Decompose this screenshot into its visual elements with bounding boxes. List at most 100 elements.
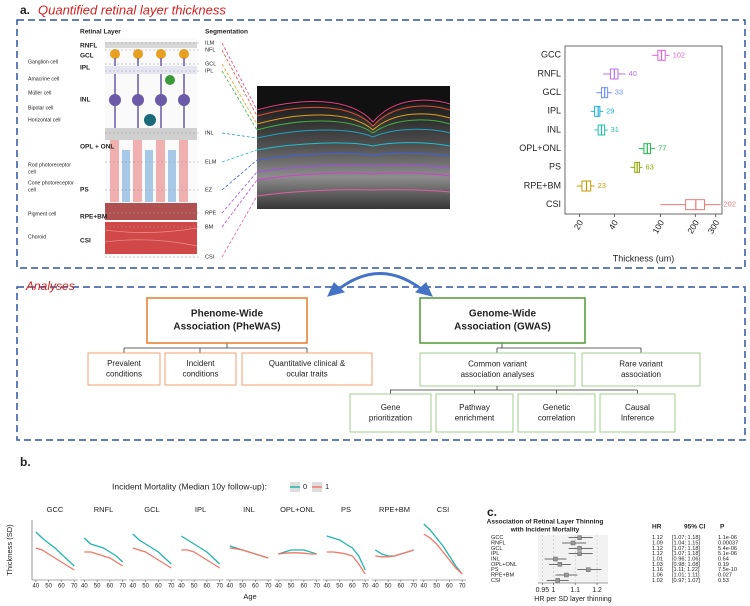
trend-line: [229, 547, 269, 559]
hr-label: 1.12: [652, 546, 663, 552]
x-tick-label: 60: [349, 584, 356, 590]
facet-title: CSI: [437, 505, 450, 514]
x-tick-label: 1.2: [592, 587, 602, 594]
category-label: GCC: [541, 50, 562, 60]
row-label: CSI: [491, 578, 501, 584]
trend-line: [180, 535, 221, 565]
panel-label: b.: [20, 455, 31, 469]
analysis-box: [164, 352, 237, 386]
box: [594, 105, 601, 117]
row-label: RPE+BM: [491, 572, 514, 578]
facet-title: INL: [243, 505, 255, 514]
analysis-text: conditions: [182, 369, 218, 378]
layer-label: INL: [80, 97, 91, 104]
x-tick-label: 40: [129, 584, 136, 590]
oct-scan: [256, 86, 451, 209]
x-tick-label: 200: [685, 218, 701, 236]
x-tick-label: 50: [142, 584, 149, 590]
trend-line: [181, 549, 221, 569]
panel-a-frame: [16, 19, 746, 269]
segmentation-connectors: [221, 42, 258, 258]
layer-label: IPL: [80, 65, 90, 72]
cell-label: Horizontal cell: [28, 117, 61, 123]
column-header: P: [720, 524, 725, 531]
trend-line: [374, 549, 414, 557]
category-label: INL: [547, 124, 561, 134]
analysis-text: Genetic: [543, 403, 571, 412]
hr-label: 1.06: [652, 572, 663, 578]
analysis-text: Phenome-Wide: [191, 309, 264, 320]
analysis-text: enrichment: [455, 413, 495, 422]
median-label: 63: [645, 162, 653, 171]
p-label: 5.1e-06: [718, 551, 737, 557]
x-tick-label: 50: [239, 584, 246, 590]
cell-label: Bipolar cell: [28, 105, 53, 111]
x-tick-label: 70: [459, 584, 466, 590]
row-label: IPL: [491, 551, 499, 557]
ci-label: [0.98; 1.08]: [672, 562, 700, 568]
x-tick-label: 1: [551, 587, 555, 594]
analyses-frame: [16, 286, 746, 441]
layer-header: Retinal Layer: [80, 29, 121, 36]
row-label: PS: [491, 567, 499, 573]
retina-illustration: [104, 38, 200, 258]
layer-label: PS: [80, 187, 89, 194]
analysis-text: conditions: [106, 369, 142, 378]
category-label: CSI: [546, 199, 561, 209]
x-tick-label: 60: [107, 584, 114, 590]
median-label: 31: [611, 125, 619, 134]
x-tick-label: 40: [607, 218, 621, 231]
segmentation-label: ELM: [205, 159, 217, 165]
column-header: HR: [652, 524, 662, 531]
analysis-box: [87, 352, 161, 386]
segmentation-label: RPE: [205, 210, 217, 216]
x-axis-label: HR per SD layer thinning: [534, 596, 612, 603]
x-tick-label: 40: [420, 584, 427, 590]
facet-title: OPL+ONL: [280, 505, 315, 514]
x-tick-label: 40: [275, 584, 282, 590]
hr-label: 1.01: [652, 556, 663, 562]
analysis-text: ocular traits: [286, 369, 327, 378]
category-label: IPL: [547, 106, 561, 116]
segmentation-header: Segmentation: [205, 29, 248, 36]
ci-label: [1.04; 1.15]: [672, 540, 700, 546]
trend-line: [423, 533, 463, 575]
median-label: 23: [598, 181, 606, 190]
analysis-text: Incident: [186, 359, 215, 368]
x-tick-label: 50: [94, 584, 101, 590]
ci-label: [0.97; 1.07]: [672, 578, 700, 584]
cell-label: Amacrine cell: [28, 76, 59, 82]
cell-label: Rod photoreceptor: [28, 162, 71, 168]
analysis-text: Inference: [621, 413, 655, 422]
hr-label: 1.02: [652, 578, 663, 584]
segmentation-label: NFL: [205, 47, 215, 53]
segmentation-label: CSI: [205, 254, 215, 260]
legend-label: 1: [325, 482, 329, 491]
trend-line: [35, 547, 75, 571]
x-tick-label: 70: [410, 584, 417, 590]
x-tick-label: 60: [155, 584, 162, 590]
row-label: OPL+ONL: [491, 562, 517, 568]
hr-label: 1.12: [652, 535, 663, 541]
analysis-text: Causal: [625, 403, 650, 412]
plot-frame: [564, 45, 723, 215]
analysis-text: prioritization: [369, 413, 412, 422]
category-label: RNFL: [537, 68, 561, 78]
analysis-text: Genome-Wide: [469, 309, 537, 320]
section-title: Analyses: [25, 279, 75, 293]
x-tick-label: 70: [313, 584, 320, 590]
column-header: 95% CI: [684, 524, 706, 531]
layer-label: CSI: [80, 238, 91, 245]
ci-label: [1.07; 1.18]: [672, 551, 700, 557]
hr-label: 1.12: [652, 551, 663, 557]
panel-title: Quantified retinal layer thickness: [38, 2, 226, 17]
median-label: 102: [673, 50, 686, 59]
layer-label: RPE+BM: [80, 214, 107, 221]
analysis-text: Pathway: [459, 403, 490, 412]
analysis-text: Quantitative clinical &: [269, 359, 346, 368]
analysis-box: [517, 393, 596, 433]
x-tick-label: 70: [265, 584, 272, 590]
category-label: PS: [549, 162, 561, 172]
x-tick-label: 40: [323, 584, 330, 590]
analysis-box: [419, 352, 576, 387]
